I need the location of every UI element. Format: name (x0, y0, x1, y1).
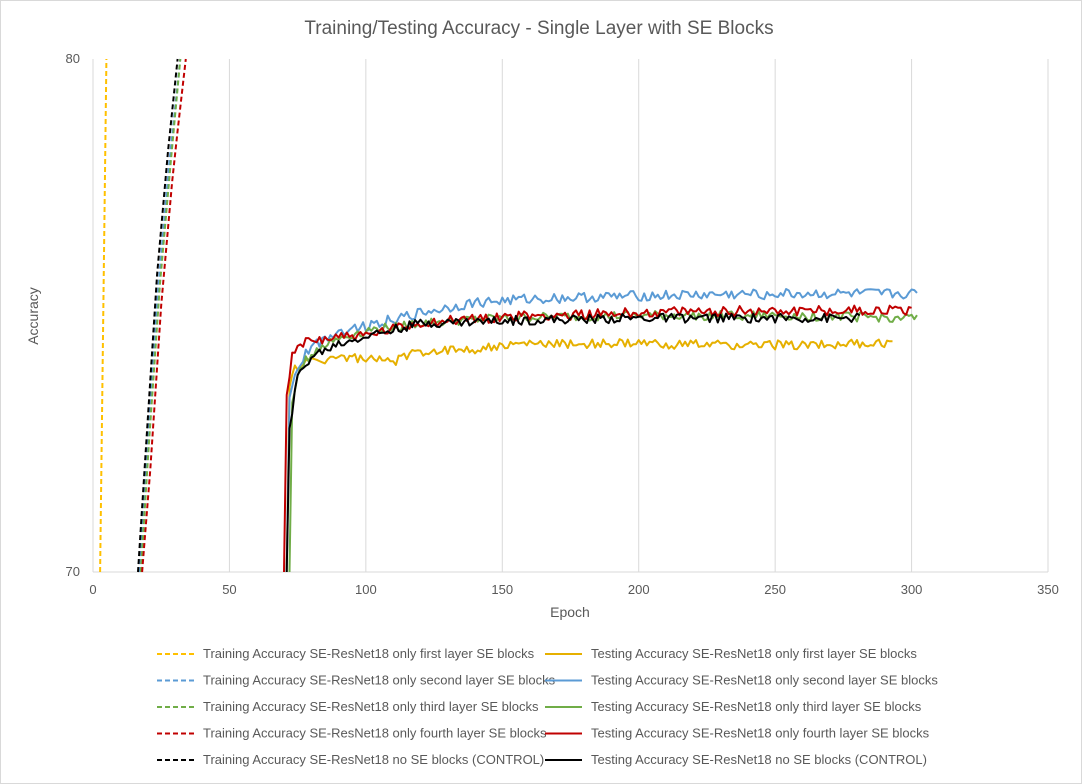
series-line-4 (141, 58, 187, 573)
series-line-1 (99, 58, 108, 573)
legend-label: Training Accuracy SE-ResNet18 no SE bloc… (203, 752, 544, 767)
chart-title: Training/Testing Accuracy - Single Layer… (304, 18, 773, 39)
series-line-6 (285, 338, 893, 573)
x-tick-label: 150 (491, 582, 513, 597)
x-tick-label: 50 (222, 582, 236, 597)
y-axis-title: Accuracy (25, 287, 41, 345)
series-line-8 (288, 309, 918, 573)
x-tick-label: 350 (1037, 582, 1059, 597)
legend-label: Training Accuracy SE-ResNet18 only first… (203, 646, 535, 661)
legend-label: Testing Accuracy SE-ResNet18 only fourth… (591, 726, 930, 741)
legend-label: Training Accuracy SE-ResNet18 only fourt… (203, 726, 547, 741)
x-tick-label: 100 (355, 582, 377, 597)
y-tick-label: 80 (66, 51, 80, 66)
axis-layer: 0 50 100 150 200 250 300 350 70 80 (66, 51, 1059, 597)
legend: Training Accuracy SE-ResNet18 only first… (157, 646, 938, 767)
series-line-10 (285, 312, 861, 573)
x-tick-label: 0 (89, 582, 96, 597)
legend-label: Testing Accuracy SE-ResNet18 no SE block… (591, 752, 927, 767)
x-tick-label: 200 (628, 582, 650, 597)
series-line-7 (285, 288, 918, 573)
x-tick-label: 250 (764, 582, 786, 597)
y-tick-label: 70 (66, 564, 80, 579)
x-axis-title: Epoch (550, 604, 590, 620)
series-line-5 (137, 58, 179, 573)
series-layer (99, 58, 918, 573)
legend-label: Testing Accuracy SE-ResNet18 only second… (591, 673, 938, 688)
legend-label: Training Accuracy SE-ResNet18 only secon… (203, 673, 556, 688)
legend-label: Training Accuracy SE-ResNet18 only third… (203, 699, 539, 714)
legend-label: Testing Accuracy SE-ResNet18 only first … (591, 646, 917, 661)
x-tick-label: 300 (901, 582, 923, 597)
legend-label: Testing Accuracy SE-ResNet18 only third … (591, 699, 922, 714)
